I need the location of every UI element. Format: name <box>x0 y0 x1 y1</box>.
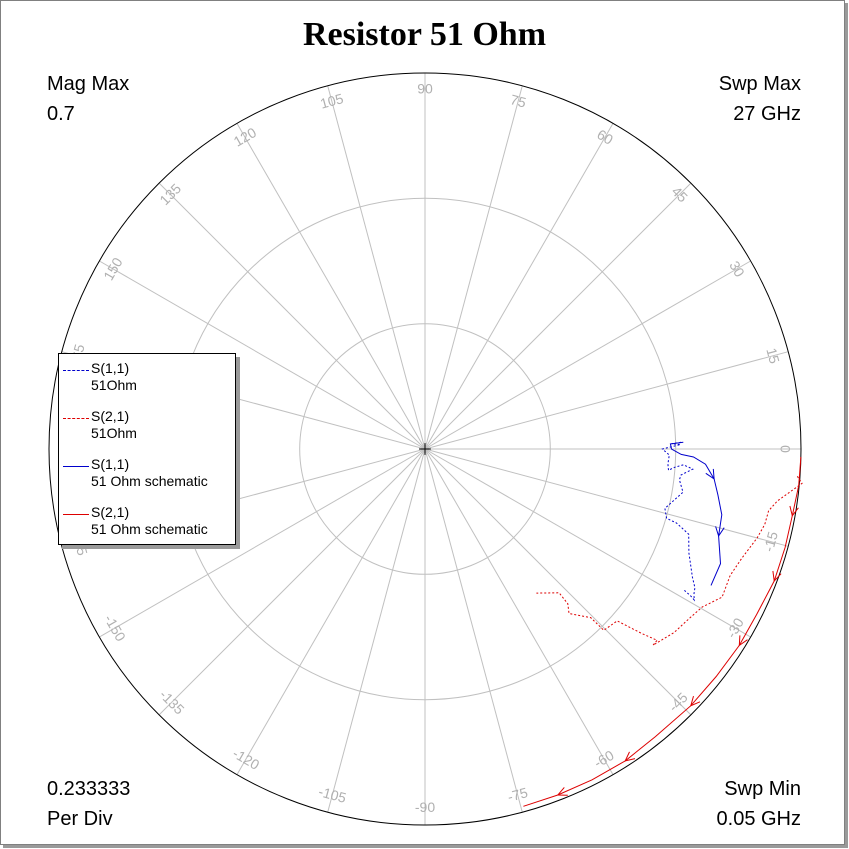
legend-series-name: S(2,1) <box>91 408 130 424</box>
angle-tick-label: 105 <box>318 90 345 112</box>
angle-tick-label: -90 <box>415 799 435 815</box>
swp-min-readout: Swp Min 0.05 GHz <box>640 774 801 834</box>
mag-max-value: 0.7 <box>47 103 75 125</box>
per-div-value: 0.233333 <box>47 778 131 800</box>
outer-circle <box>48 72 802 826</box>
trace-arrow <box>705 468 715 480</box>
swp-min-label: Swp Min <box>724 778 801 800</box>
trace-arrow <box>556 787 568 796</box>
legend-series-source: 51Ohm <box>91 377 137 393</box>
angle-tick-label: 150 <box>100 255 126 283</box>
legend-swatch-s21-schematic <box>63 514 89 515</box>
trace-arrow <box>624 751 636 762</box>
angle-tick-label: -15 <box>760 530 781 554</box>
grid-spoke <box>424 85 523 450</box>
angle-tick-label: -150 <box>101 612 129 644</box>
angle-tick-label: -75 <box>506 784 530 805</box>
grid-spoke <box>99 260 426 450</box>
grid-spoke <box>424 351 789 450</box>
traces <box>523 441 803 807</box>
trace-arrow <box>690 695 701 707</box>
legend-swatch-s21-measured <box>63 418 89 419</box>
grid-spoke <box>424 448 523 813</box>
legend-item: S(1,1) 51 Ohm schematic <box>63 456 233 502</box>
grid-spoke <box>327 85 426 450</box>
legend-swatch-s11-schematic <box>63 466 89 467</box>
legend-item: S(2,1) 51 Ohm schematic <box>63 504 233 550</box>
grid-spoke <box>99 448 426 638</box>
grid-spoke <box>424 448 692 716</box>
angle-tick-label: 90 <box>417 81 433 97</box>
trace-arrow <box>715 526 725 538</box>
grid-spoke <box>158 448 426 716</box>
grid-spoke <box>236 123 426 450</box>
angle-tick-label: 0 <box>777 445 793 453</box>
trace-line <box>669 441 723 586</box>
angle-tick-label: -60 <box>591 747 617 771</box>
angle-tick-label: 75 <box>509 91 528 111</box>
grid-spoke <box>424 448 751 638</box>
trace-arrow <box>772 570 782 583</box>
swp-max-label: Swp Max <box>718 73 801 95</box>
trace-line <box>523 456 802 807</box>
polar-grid <box>48 72 802 826</box>
legend: S(1,1) 51Ohm S(2,1) 51Ohm S(1,1) 51 Ohm … <box>58 353 236 545</box>
legend-swatch-s11-measured <box>63 370 89 371</box>
legend-series-source: 51Ohm <box>91 425 137 441</box>
trace-line <box>661 441 696 602</box>
angle-tick-label: 120 <box>231 124 259 150</box>
mag-max-readout: Mag Max 0.7 <box>47 69 129 129</box>
legend-series-name: S(1,1) <box>91 456 130 472</box>
grid-ring <box>299 323 551 575</box>
angle-tick-label: -105 <box>317 783 348 806</box>
swp-max-value: 27 GHz <box>733 103 801 125</box>
grid-spoke <box>424 448 789 547</box>
center-crosshair <box>419 443 431 455</box>
grid-spoke <box>424 260 751 450</box>
mag-max-label: Mag Max <box>47 73 130 95</box>
grid-spoke <box>424 448 614 775</box>
per-div-readout: 0.233333 Per Div <box>47 774 130 834</box>
legend-series-name: S(1,1) <box>91 360 130 376</box>
per-div-label: Per Div <box>47 808 113 830</box>
legend-item: S(2,1) 51Ohm <box>63 408 233 454</box>
swp-min-value: 0.05 GHz <box>716 808 801 830</box>
grid-spoke <box>424 123 614 450</box>
chart-title: Resistor 51 Ohm <box>302 16 547 53</box>
grid-spoke <box>327 448 426 813</box>
legend-series-name: S(2,1) <box>91 504 130 520</box>
swp-max-readout: Swp Max 27 GHz <box>640 69 801 129</box>
trace-line <box>536 476 803 646</box>
angle-tick-label: 30 <box>726 258 748 280</box>
angle-tick-label: 60 <box>594 126 616 148</box>
grid-spoke <box>236 448 426 775</box>
angle-tick-label: 15 <box>763 346 783 365</box>
legend-series-source: 51 Ohm schematic <box>91 473 208 489</box>
angle-tick-label: -120 <box>230 745 262 773</box>
grid-spoke <box>158 182 426 450</box>
grid-spoke <box>424 182 692 450</box>
trace-arrow <box>738 635 748 647</box>
legend-series-source: 51 Ohm schematic <box>91 521 208 537</box>
legend-item: S(1,1) 51Ohm <box>63 360 233 406</box>
angle-tick-label: -30 <box>723 615 747 641</box>
trace-arrow <box>789 505 799 517</box>
